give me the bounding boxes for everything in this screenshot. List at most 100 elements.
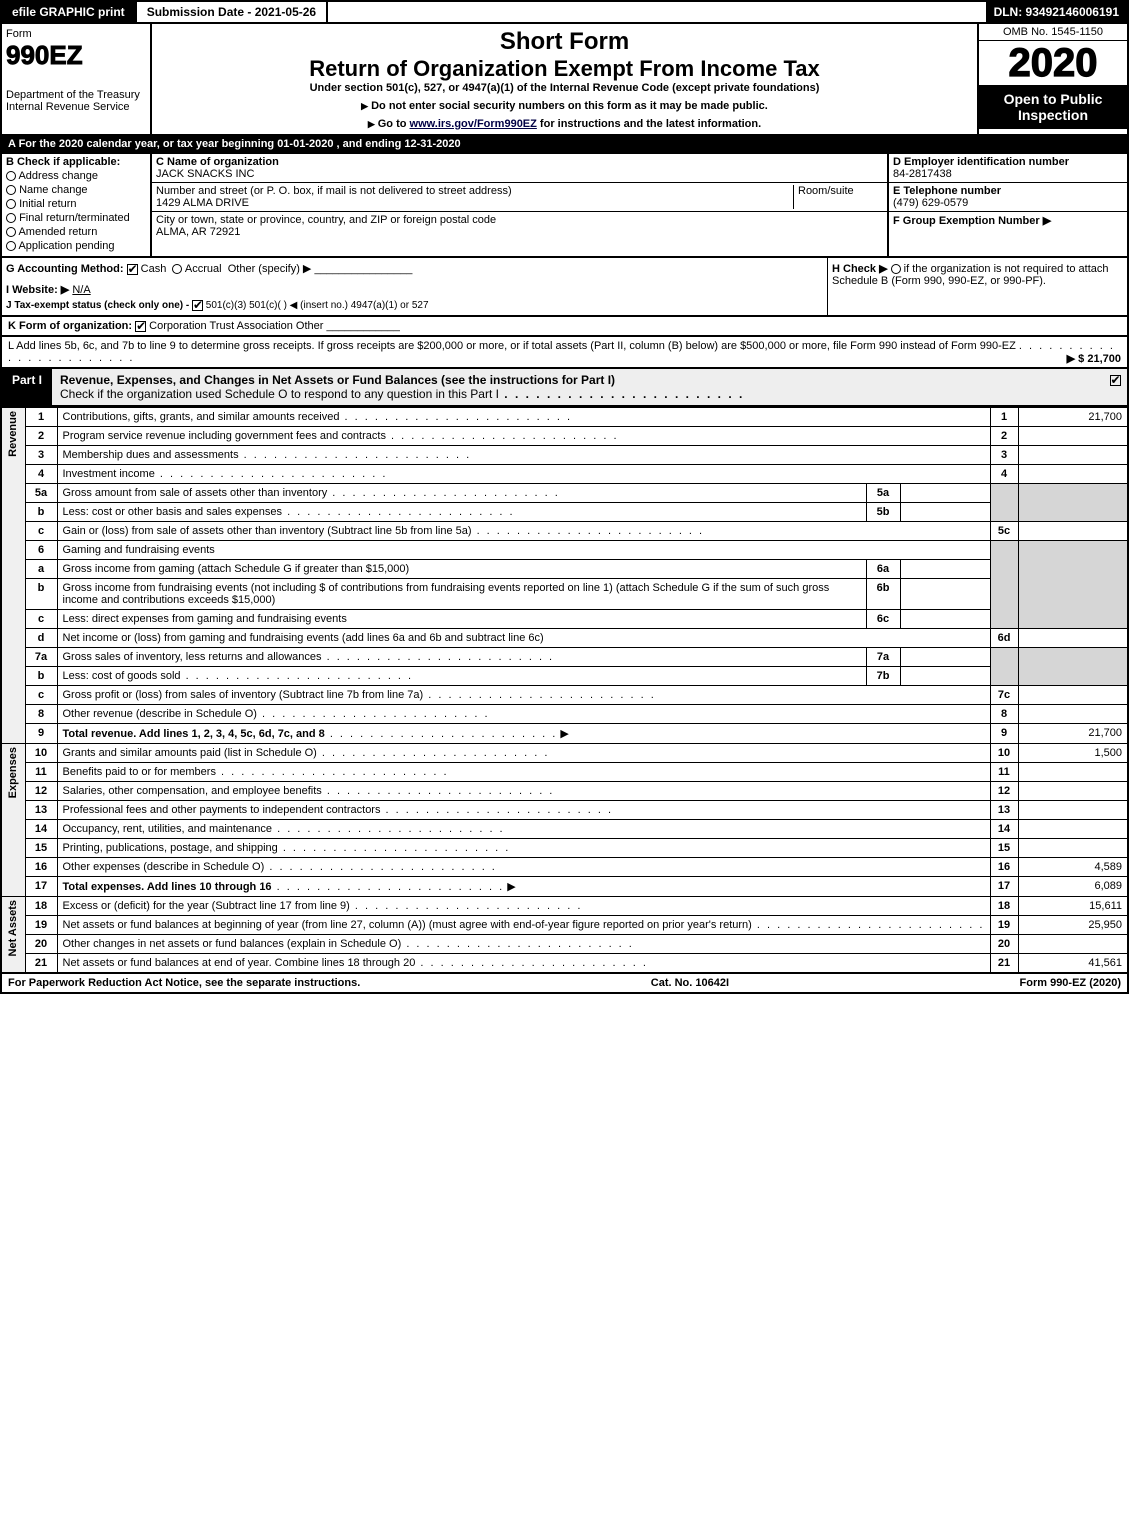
form-number: 990EZ: [6, 40, 146, 71]
amended-return-radio[interactable]: [6, 227, 16, 237]
ein-label: D Employer identification number: [893, 156, 1069, 168]
c-label: C Name of organization: [156, 156, 279, 168]
line-11-amt: [1018, 763, 1128, 782]
line-10-amt: 1,500: [1018, 744, 1128, 763]
line-20-amt: [1018, 935, 1128, 954]
line-16-amt: 4,589: [1018, 858, 1128, 877]
line-15-amt: [1018, 839, 1128, 858]
line-19-desc: Net assets or fund balances at beginning…: [63, 919, 752, 931]
opt-name-change: Name change: [19, 184, 88, 196]
line-7a-box: 7a: [866, 648, 900, 667]
open-inspection: Open to Public Inspection: [979, 85, 1127, 129]
cash-checkbox[interactable]: [127, 264, 138, 275]
short-form-title: Short Form: [162, 28, 967, 56]
line-4-amt: [1018, 465, 1128, 484]
line-5a-box: 5a: [866, 484, 900, 503]
opt-final-return: Final return/terminated: [19, 212, 130, 224]
goto-suffix: for instructions and the latest informat…: [537, 118, 761, 130]
final-return-radio[interactable]: [6, 213, 16, 223]
line-21-no: 21: [25, 954, 57, 974]
efile-print-button[interactable]: efile GRAPHIC print: [2, 2, 137, 22]
line-7c-num: 7c: [990, 686, 1018, 705]
line-3-num: 3: [990, 446, 1018, 465]
cash-label: Cash: [141, 263, 167, 275]
addr-label: Number and street (or P. O. box, if mail…: [156, 185, 512, 197]
form-ref: Form 990-EZ (2020): [1020, 977, 1121, 989]
line-9-num: 9: [990, 724, 1018, 744]
line-7b-val: [900, 667, 990, 686]
line-3-desc: Membership dues and assessments: [63, 449, 239, 461]
netassets-section-label: Net Assets: [7, 900, 19, 956]
instructions-link[interactable]: www.irs.gov/Form990EZ: [410, 118, 537, 130]
501c3-checkbox[interactable]: [192, 300, 203, 311]
omb-number: OMB No. 1545-1150: [979, 24, 1127, 41]
line-7a-val: [900, 648, 990, 667]
corporation-checkbox[interactable]: [135, 321, 146, 332]
opt-initial-return: Initial return: [19, 198, 76, 210]
catalog-number: Cat. No. 10642I: [360, 977, 1019, 989]
k-line: K Form of organization: Corporation Trus…: [0, 317, 1129, 337]
line-7b-desc: Less: cost of goods sold: [63, 670, 181, 682]
line-13-no: 13: [25, 801, 57, 820]
line-6b-box: 6b: [866, 579, 900, 610]
line-5a-desc: Gross amount from sale of assets other t…: [63, 487, 328, 499]
line-8-amt: [1018, 705, 1128, 724]
line-5a-no: 5a: [25, 484, 57, 503]
room-suite-label: Room/suite: [793, 185, 883, 209]
form-org-label: K Form of organization:: [8, 320, 132, 332]
website-value: N/A: [72, 284, 90, 296]
line-11-no: 11: [25, 763, 57, 782]
line-19-no: 19: [25, 916, 57, 935]
line-12-num: 12: [990, 782, 1018, 801]
line-10-desc: Grants and similar amounts paid (list in…: [63, 747, 317, 759]
line-4-num: 4: [990, 465, 1018, 484]
part1-table: Revenue 1 Contributions, gifts, grants, …: [0, 407, 1129, 974]
line-6c-val: [900, 610, 990, 629]
line-6d-num: 6d: [990, 629, 1018, 648]
h-label: H Check ▶: [832, 263, 888, 275]
application-pending-radio[interactable]: [6, 241, 16, 251]
ssn-warning: Do not enter social security numbers on …: [162, 100, 967, 112]
line-6c-box: 6c: [866, 610, 900, 629]
line-9-amt: 21,700: [1018, 724, 1128, 744]
part1-sub: Check if the organization used Schedule …: [60, 387, 499, 401]
phone-value: (479) 629-0579: [893, 197, 968, 209]
accounting-method-label: G Accounting Method:: [6, 263, 124, 275]
schedule-b-radio[interactable]: [891, 264, 901, 274]
line-1-amt: 21,700: [1018, 408, 1128, 427]
phone-label: E Telephone number: [893, 185, 1001, 197]
entity-block: B Check if applicable: Address change Na…: [0, 154, 1129, 258]
address-change-radio[interactable]: [6, 171, 16, 181]
line-10-no: 10: [25, 744, 57, 763]
website-label: I Website: ▶: [6, 284, 69, 296]
part1-label: Part I: [2, 369, 52, 405]
line-6c-no: c: [25, 610, 57, 629]
dln-label: DLN: 93492146006191: [986, 2, 1127, 22]
line-12-amt: [1018, 782, 1128, 801]
line-6a-desc: Gross income from gaming (attach Schedul…: [57, 560, 866, 579]
line-1-no: 1: [25, 408, 57, 427]
schedule-o-checkbox[interactable]: [1110, 375, 1121, 386]
line-18-num: 18: [990, 897, 1018, 916]
goto-prefix: Go to: [368, 118, 410, 130]
line-7b-no: b: [25, 667, 57, 686]
line-3-amt: [1018, 446, 1128, 465]
initial-return-radio[interactable]: [6, 199, 16, 209]
line-7b-box: 7b: [866, 667, 900, 686]
line-6c-desc: Less: direct expenses from gaming and fu…: [57, 610, 866, 629]
accrual-label: Accrual: [185, 263, 222, 275]
line-8-desc: Other revenue (describe in Schedule O): [63, 708, 257, 720]
line-17-amt: 6,089: [1018, 877, 1128, 897]
line-19-num: 19: [990, 916, 1018, 935]
ghij-section: G Accounting Method: Cash Accrual Other …: [0, 258, 1129, 317]
line-2-no: 2: [25, 427, 57, 446]
line-9-desc: Total revenue. Add lines 1, 2, 3, 4, 5c,…: [63, 728, 325, 740]
line-5b-no: b: [25, 503, 57, 522]
line-9-no: 9: [25, 724, 57, 744]
revenue-section-label: Revenue: [7, 411, 19, 457]
name-change-radio[interactable]: [6, 185, 16, 195]
accrual-radio[interactable]: [172, 264, 182, 274]
line-16-no: 16: [25, 858, 57, 877]
line-1-desc: Contributions, gifts, grants, and simila…: [63, 411, 340, 423]
line-4-no: 4: [25, 465, 57, 484]
